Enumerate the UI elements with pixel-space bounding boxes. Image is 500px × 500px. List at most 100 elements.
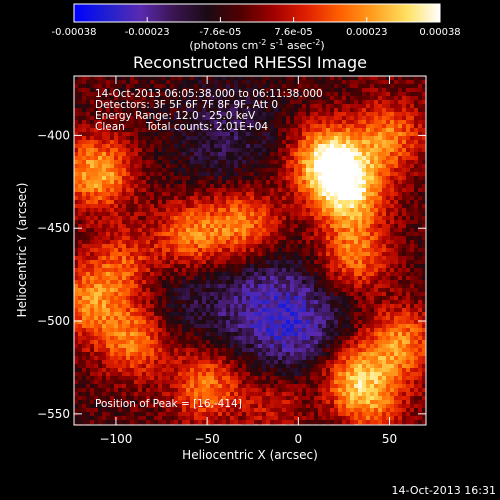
heatmap-cell — [190, 244, 194, 248]
heatmap-cell — [386, 256, 390, 260]
heatmap-cell — [406, 276, 410, 280]
heatmap-cell — [154, 160, 158, 164]
heatmap-cell — [342, 144, 346, 148]
heatmap-cell — [134, 112, 138, 116]
heatmap-cell — [258, 188, 262, 192]
heatmap-cell — [90, 248, 94, 252]
heatmap-cell — [170, 128, 174, 132]
heatmap-cell — [238, 244, 242, 248]
heatmap-cell — [366, 188, 370, 192]
heatmap-cell — [382, 196, 386, 200]
heatmap-cell — [282, 288, 286, 292]
heatmap-cell — [382, 240, 386, 244]
heatmap-cell — [230, 124, 234, 128]
heatmap-cell — [126, 128, 130, 132]
heatmap-cell — [330, 272, 334, 276]
heatmap-cell — [74, 200, 78, 204]
heatmap-cell — [174, 164, 178, 168]
heatmap-cell — [370, 268, 374, 272]
heatmap-cell — [406, 128, 410, 132]
heatmap-cell — [378, 248, 382, 252]
heatmap-cell — [354, 192, 358, 196]
heatmap-cell — [210, 292, 214, 296]
heatmap-cell — [390, 100, 394, 104]
heatmap-cell — [138, 120, 142, 124]
heatmap-cell — [266, 292, 270, 296]
heatmap-cell — [354, 276, 358, 280]
heatmap-cell — [278, 80, 282, 84]
heatmap-cell — [198, 208, 202, 212]
heatmap-cell — [178, 84, 182, 88]
heatmap-cell — [250, 192, 254, 196]
heatmap-cell — [286, 156, 290, 160]
heatmap-cell — [330, 296, 334, 300]
heatmap-cell — [330, 280, 334, 284]
heatmap-cell — [358, 272, 362, 276]
heatmap-cell — [126, 132, 130, 136]
heatmap-cell — [154, 144, 158, 148]
heatmap-cell — [134, 96, 138, 100]
heatmap-cell — [402, 176, 406, 180]
heatmap-cell — [238, 300, 242, 304]
heatmap-cell — [362, 216, 366, 220]
heatmap-cell — [186, 228, 190, 232]
heatmap-cell — [74, 120, 78, 124]
heatmap-cell — [98, 184, 102, 188]
heatmap-cell — [278, 232, 282, 236]
heatmap-cell — [290, 152, 294, 156]
heatmap-cell — [174, 124, 178, 128]
heatmap-cell — [210, 272, 214, 276]
heatmap-cell — [154, 128, 158, 132]
heatmap-cell — [170, 192, 174, 196]
heatmap-cell — [202, 116, 206, 120]
heatmap-cell — [346, 152, 350, 156]
heatmap-cell — [150, 292, 154, 296]
heatmap-cell — [222, 184, 226, 188]
heatmap-cell — [134, 92, 138, 96]
heatmap-cell — [314, 80, 318, 84]
heatmap-cell — [202, 152, 206, 156]
heatmap-cell — [190, 292, 194, 296]
heatmap-cell — [214, 168, 218, 172]
heatmap-cell — [358, 132, 362, 136]
heatmap-cell — [138, 232, 142, 236]
heatmap-cell — [214, 284, 218, 288]
heatmap-cell — [306, 216, 310, 220]
heatmap-cell — [98, 172, 102, 176]
heatmap-cell — [242, 224, 246, 228]
heatmap-cell — [322, 292, 326, 296]
heatmap-cell — [306, 132, 310, 136]
heatmap-cell — [390, 104, 394, 108]
heatmap-cell — [330, 164, 334, 168]
heatmap-cell — [374, 216, 378, 220]
heatmap-cell — [398, 140, 402, 144]
heatmap-cell — [418, 152, 422, 156]
heatmap-cell — [90, 292, 94, 296]
heatmap-cell — [94, 96, 98, 100]
heatmap-cell — [398, 132, 402, 136]
heatmap-cell — [250, 180, 254, 184]
heatmap-cell — [378, 284, 382, 288]
heatmap-cell — [98, 264, 102, 268]
heatmap-cell — [410, 96, 414, 100]
heatmap-cell — [414, 252, 418, 256]
heatmap-cell — [250, 128, 254, 132]
heatmap-cell — [274, 168, 278, 172]
heatmap-cell — [390, 196, 394, 200]
heatmap-cell — [82, 200, 86, 204]
heatmap-cell — [230, 264, 234, 268]
heatmap-cell — [418, 256, 422, 260]
heatmap-cell — [182, 132, 186, 136]
heatmap-cell — [98, 244, 102, 248]
heatmap-cell — [330, 188, 334, 192]
heatmap-cell — [134, 188, 138, 192]
heatmap-cell — [318, 168, 322, 172]
heatmap-cell — [186, 96, 190, 100]
heatmap-cell — [270, 232, 274, 236]
heatmap-cell — [170, 120, 174, 124]
heatmap-cell — [114, 188, 118, 192]
heatmap-cell — [98, 120, 102, 124]
heatmap-cell — [158, 208, 162, 212]
heatmap-cell — [262, 204, 266, 208]
heatmap-cell — [250, 228, 254, 232]
